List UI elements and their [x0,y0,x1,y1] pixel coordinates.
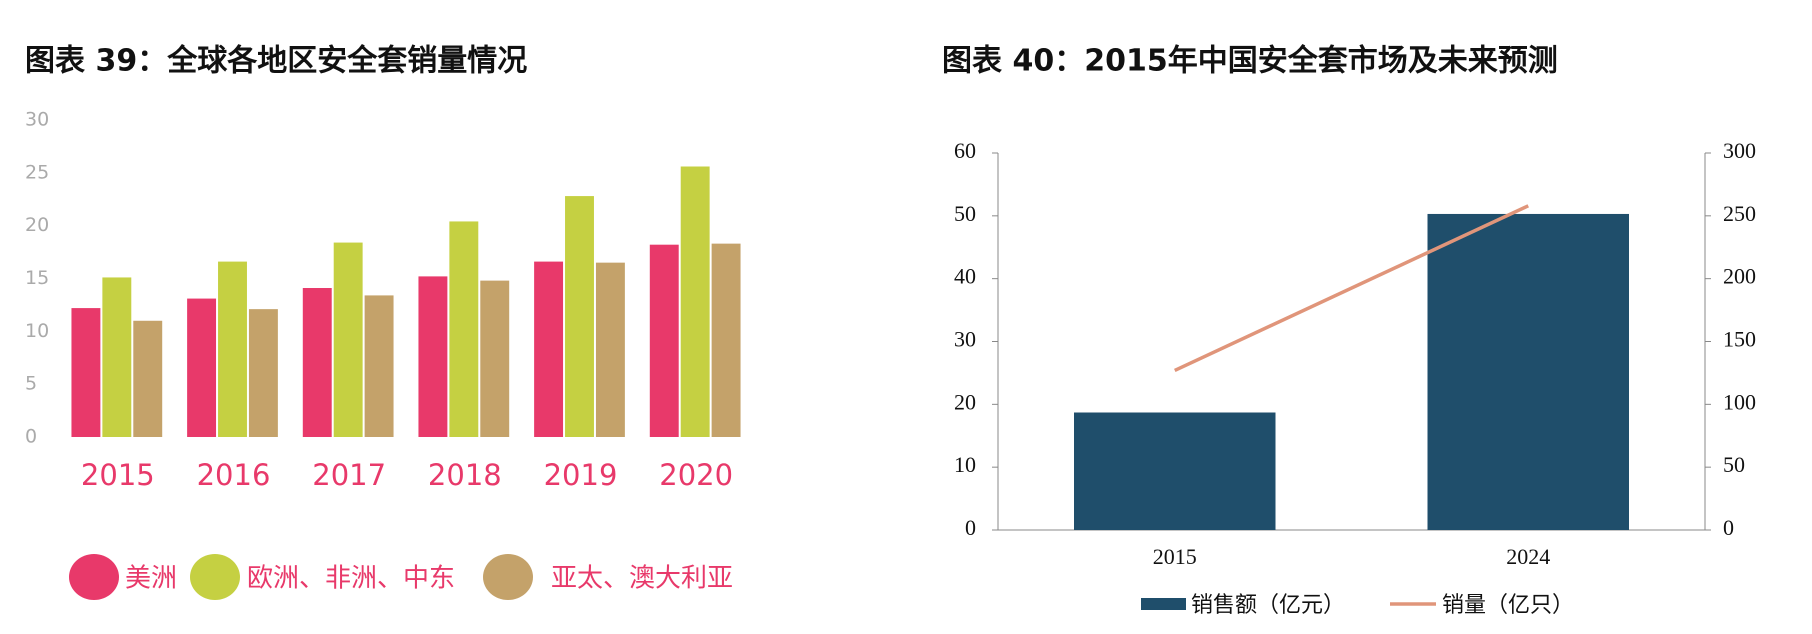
y-tick-label: 10 [954,452,976,477]
legend-label: 亚太、澳大利亚 [551,564,733,594]
x-tick-label: 2017 [312,458,386,492]
y-tick-label: 60 [954,138,976,163]
x-tick-label: 2019 [544,458,618,492]
legend-marker [69,554,119,600]
bar [565,196,594,437]
bar [333,242,363,437]
bar [595,262,625,437]
y-tick-label: 40 [954,264,976,289]
bar [711,243,741,437]
y-tick-label: 20 [954,389,976,414]
legend-label: 销量（亿只） [1442,593,1574,618]
x-tick-label: 2015 [1153,544,1197,569]
bar [418,276,448,437]
y2-tick-label: 0 [1723,515,1734,540]
y2-tick-label: 200 [1723,264,1756,289]
bar [534,261,564,437]
legend-label: 欧洲、非洲、中东 [247,564,455,594]
bar [680,166,710,437]
y2-tick-label: 300 [1723,138,1756,163]
chart-title: 图表 39：全球各地区安全套销量情况 [25,44,527,79]
bar [248,309,278,437]
y-tick-label: 20 [25,214,49,236]
y-tick-label: 50 [954,201,976,226]
y-tick-label: 10 [25,320,49,342]
bar [480,280,510,437]
y-tick-label: 30 [954,327,976,352]
y-tick-label: 0 [965,515,976,540]
y-tick-label: 0 [25,426,37,448]
bar [1427,213,1629,530]
legend-marker [1141,598,1186,610]
x-tick-label: 2016 [197,458,271,492]
x-tick-label: 2018 [428,458,502,492]
bar [133,320,163,437]
bar [449,221,479,437]
y-tick-label: 30 [25,109,49,131]
bar [649,244,679,437]
y2-tick-label: 150 [1723,327,1756,352]
legend-label: 美洲 [125,564,177,594]
bar [102,277,132,437]
y2-tick-label: 250 [1723,201,1756,226]
chart-title: 图表 40：2015年中国安全套市场及未来预测 [942,44,1558,79]
y2-tick-label: 50 [1723,452,1745,477]
x-tick-label: 2020 [659,458,733,492]
bar [364,295,394,437]
x-tick-label: 2024 [1506,544,1550,569]
bar [187,298,217,437]
line [1174,204,1529,372]
legend-marker [483,554,533,600]
y2-tick-label: 100 [1723,389,1756,414]
bar [302,288,332,437]
x-tick-label: 2015 [81,458,155,492]
bar [1074,412,1276,530]
legend-marker [190,554,240,600]
y-tick-label: 25 [25,161,49,183]
legend-label: 销售额（亿元） [1191,593,1345,618]
y-tick-label: 5 [25,373,37,395]
bar [71,308,101,437]
bar [218,261,247,437]
y-tick-label: 15 [25,267,49,289]
